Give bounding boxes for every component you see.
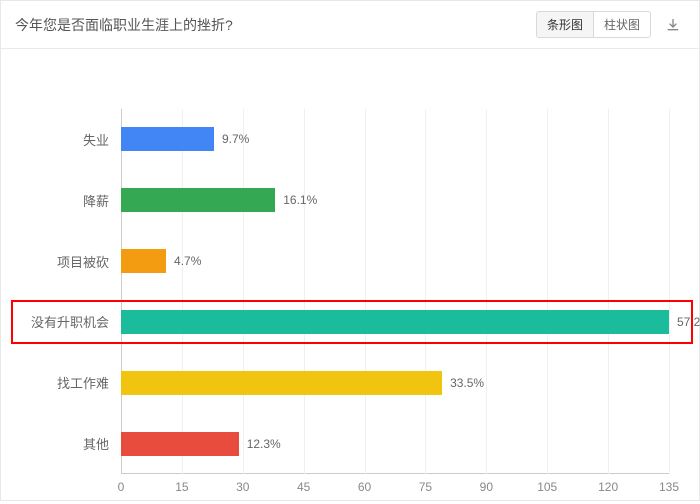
download-icon [665,17,681,33]
chart-area: 0153045607590105120135失业9.7%降薪16.1%项目被砍4… [1,49,699,504]
bar-row: 没有升职机会57.2% [121,310,669,334]
bar-value-label: 57.2% [677,315,700,329]
chart-type-toggle: 条形图 柱状图 [536,11,651,38]
x-tick-label: 30 [236,480,249,494]
bar[interactable]: 57.2% [121,310,669,334]
x-tick-label: 75 [419,480,432,494]
bar-row: 找工作难33.5% [121,371,669,395]
bar[interactable]: 16.1% [121,188,275,212]
bar-value-label: 33.5% [450,376,484,390]
bar-row: 降薪16.1% [121,188,669,212]
gridline [243,109,244,474]
bar-category-label: 降薪 [83,191,109,210]
gridline [365,109,366,474]
bar-category-label: 失业 [83,130,109,149]
chart-controls: 条形图 柱状图 [536,11,685,38]
bar-chart-button[interactable]: 条形图 [537,12,593,37]
x-tick-label: 105 [537,480,557,494]
gridline [486,109,487,474]
chart-title: 今年您是否面临职业生涯上的挫折? [15,15,233,35]
bar-category-label: 找工作难 [57,373,109,392]
gridline [608,109,609,474]
bar-category-label: 其他 [83,434,109,453]
bar-value-label: 4.7% [174,254,201,268]
x-axis-baseline [121,473,669,474]
bar-category-label: 没有升职机会 [31,312,109,331]
x-tick-label: 45 [297,480,310,494]
bar-value-label: 9.7% [222,132,249,146]
gridline [547,109,548,474]
x-tick-label: 15 [175,480,188,494]
bar[interactable]: 12.3% [121,432,239,456]
gridline [182,109,183,474]
bar-category-label: 项目被砍 [57,252,109,271]
bar-value-label: 16.1% [283,193,317,207]
gridline [425,109,426,474]
bar-row: 项目被砍4.7% [121,249,669,273]
x-tick-label: 120 [598,480,618,494]
gridline [121,109,122,474]
bar[interactable]: 4.7% [121,249,166,273]
bar-value-label: 12.3% [247,437,281,451]
bar-row: 失业9.7% [121,127,669,151]
gridline [304,109,305,474]
bar[interactable]: 9.7% [121,127,214,151]
x-tick-label: 0 [118,480,125,494]
column-chart-button[interactable]: 柱状图 [593,12,650,37]
x-tick-label: 135 [659,480,679,494]
x-tick-label: 60 [358,480,371,494]
gridline [669,109,670,474]
bar-row: 其他12.3% [121,432,669,456]
bar[interactable]: 33.5% [121,371,442,395]
x-tick-label: 90 [480,480,493,494]
chart-header: 今年您是否面临职业生涯上的挫折? 条形图 柱状图 [1,1,699,49]
download-button[interactable] [661,13,685,37]
chart-plot: 0153045607590105120135失业9.7%降薪16.1%项目被砍4… [121,109,669,474]
